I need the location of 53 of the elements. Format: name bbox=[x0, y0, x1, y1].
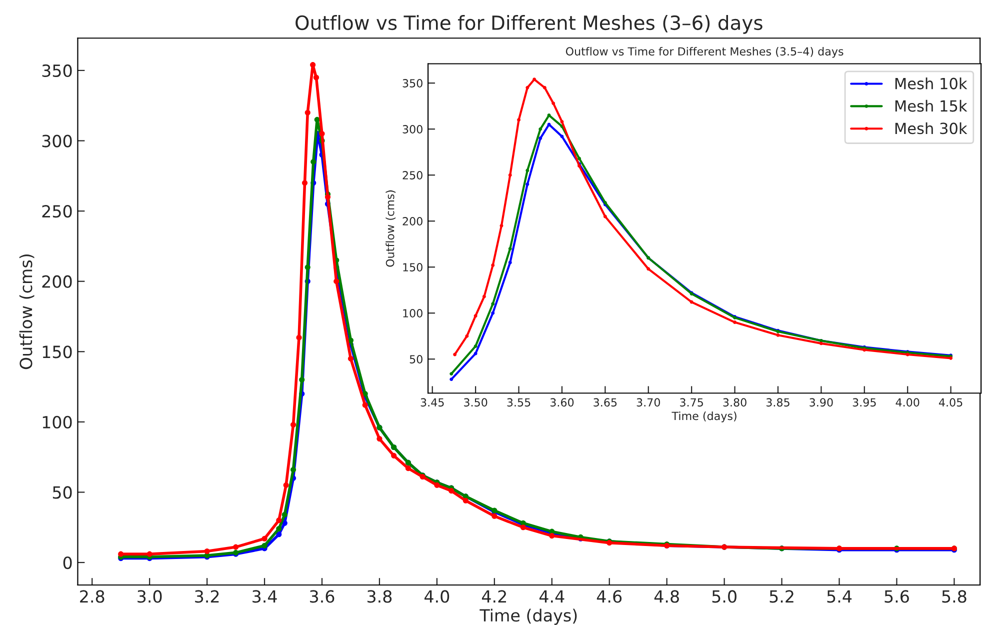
y-tick-label: 150 bbox=[42, 346, 72, 358]
x-tick-label: 4.4 bbox=[539, 590, 564, 603]
x-tick-label: 2.8 bbox=[80, 590, 104, 603]
y-tick-label: 50 bbox=[410, 355, 422, 364]
x-tick-label: 3.95 bbox=[852, 398, 876, 407]
x-tick-label: 3.0 bbox=[138, 590, 162, 603]
x-tick-label: 5.6 bbox=[884, 590, 909, 603]
y-tick-label: 350 bbox=[42, 64, 72, 78]
x-tick-label: 4.0 bbox=[424, 590, 450, 603]
x-tick-label: 3.4 bbox=[252, 590, 277, 603]
x-tick-label: 3.45 bbox=[420, 398, 444, 407]
y-tick-label: 250 bbox=[42, 205, 72, 218]
x-tick-label: 3.2 bbox=[195, 590, 219, 603]
x-axis-title: Time (days) bbox=[672, 412, 736, 422]
x-tick-label: 3.50 bbox=[464, 398, 488, 407]
x-tick-label: 3.55 bbox=[507, 398, 530, 407]
x-tick-label: 5.0 bbox=[712, 590, 736, 603]
x-tick-label: 3.70 bbox=[636, 398, 660, 407]
legend-label: Mesh 10k bbox=[895, 78, 968, 90]
chart-title: Outflow vs Time for Different Meshes (3–6) days bbox=[296, 15, 762, 34]
y-tick-label: 300 bbox=[42, 134, 72, 148]
y-tick-label: 100 bbox=[42, 416, 72, 428]
y-tick-label: 300 bbox=[402, 125, 422, 134]
x-tick-label: 4.6 bbox=[596, 590, 622, 603]
x-tick-label: 3.75 bbox=[680, 398, 703, 407]
x-tick-label: 3.90 bbox=[810, 398, 833, 407]
x-tick-label: 4.2 bbox=[482, 590, 506, 603]
legend-label: Mesh 15k bbox=[895, 100, 968, 112]
x-tick-label: 4.05 bbox=[938, 398, 962, 407]
x-tick-label: 4.8 bbox=[654, 590, 679, 603]
y-tick-label: 250 bbox=[402, 171, 422, 180]
x-tick-label: 3.6 bbox=[310, 590, 334, 603]
y-tick-label: 200 bbox=[402, 217, 422, 226]
y-tick-label: 50 bbox=[52, 486, 72, 499]
x-tick-label: 3.85 bbox=[766, 398, 790, 407]
x-tick-label: 3.8 bbox=[367, 590, 392, 603]
y-tick-label: 100 bbox=[403, 309, 422, 318]
y-tick-label: 200 bbox=[42, 275, 72, 288]
x-axis-title: Time (days) bbox=[480, 608, 577, 625]
x-tick-label: 5.4 bbox=[827, 590, 852, 603]
chart-title: Outflow vs Time for Different Meshes (3.5–4) days bbox=[566, 46, 844, 58]
x-tick-label: 5.8 bbox=[942, 590, 966, 603]
x-tick-label: 3.80 bbox=[723, 398, 746, 407]
y-tick-label: 150 bbox=[403, 263, 422, 272]
x-tick-label: 5.2 bbox=[770, 590, 794, 603]
y-axis-title: Outflow (cms) bbox=[386, 190, 396, 267]
y-tick-label: 350 bbox=[402, 79, 422, 88]
x-tick-label: 4.00 bbox=[896, 398, 920, 407]
x-tick-label: 3.65 bbox=[594, 398, 617, 407]
legend-label: Mesh 30k bbox=[895, 122, 968, 134]
x-tick-label: 3.60 bbox=[550, 398, 574, 407]
y-axis-title: Outflow (cms) bbox=[19, 254, 34, 370]
y-tick-label: 0 bbox=[63, 556, 72, 570]
